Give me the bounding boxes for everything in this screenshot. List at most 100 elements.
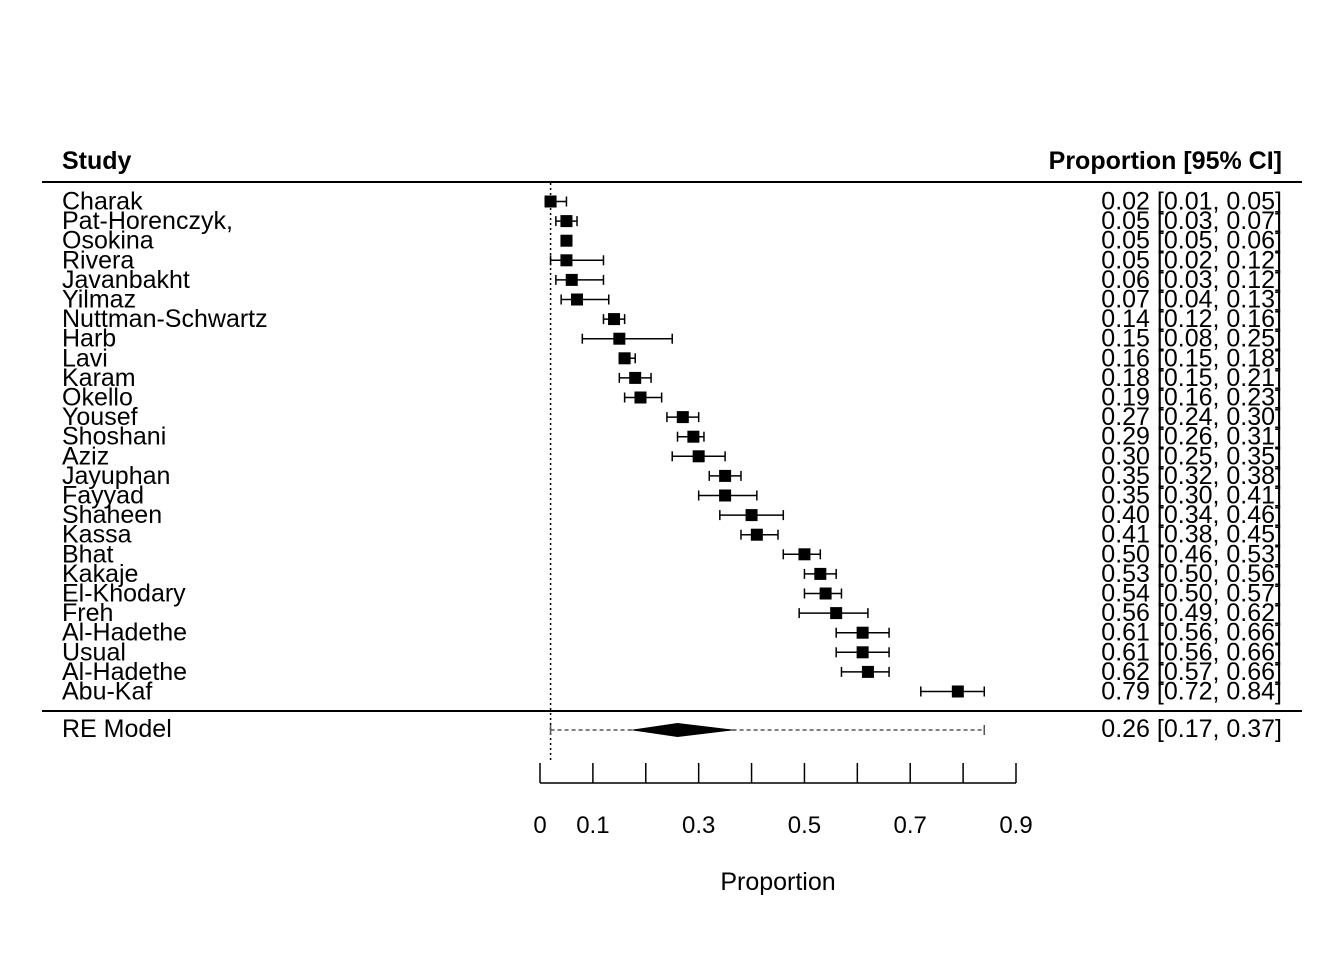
study-estimate-label: 0.16 [0.15, 0.18] xyxy=(1101,344,1282,372)
study-estimate-label: 0.05 [0.02, 0.12] xyxy=(1101,246,1282,274)
study-name: Fayyad xyxy=(62,482,144,510)
study-estimate-label: 0.30 [0.25, 0.35] xyxy=(1101,442,1282,470)
point-estimate-square xyxy=(692,450,705,463)
study-name: Yilmaz xyxy=(62,286,136,314)
study-estimate-label: 0.79 [0.72, 0.84] xyxy=(1101,678,1282,706)
x-tick-label: 0.1 xyxy=(576,812,609,839)
study-estimate-label: 0.50 [0.46, 0.53] xyxy=(1101,540,1282,568)
study-estimate-label: 0.56 [0.49, 0.62] xyxy=(1101,599,1282,627)
point-estimate-square xyxy=(745,509,758,522)
study-row: Nuttman-Schwartz 0.14 [0.12, 0.16] xyxy=(62,305,1282,333)
summary-name: RE Model xyxy=(62,715,172,743)
study-row: El-Khodary 0.54 [0.50, 0.57] xyxy=(62,580,1282,608)
study-row: Fayyad 0.35 [0.30, 0.41] xyxy=(62,482,1282,510)
study-name: Yousef xyxy=(62,403,138,431)
study-estimate-label: 0.53 [0.50, 0.56] xyxy=(1101,560,1282,588)
study-estimate-label: 0.15 [0.08, 0.25] xyxy=(1101,325,1282,353)
study-name: Okello xyxy=(62,384,133,412)
study-row: Abu-Kaf 0.79 [0.72, 0.84] xyxy=(62,678,1282,706)
x-tick-label: 0 xyxy=(533,812,546,839)
study-row: Harb 0.15 [0.08, 0.25] xyxy=(62,325,1282,353)
study-rows: Charak 0.02 [0.01, 0.05] Pat-Horenczyk, 0.0… xyxy=(62,188,1282,706)
study-row: Lavi 0.16 [0.15, 0.18] xyxy=(62,344,1282,372)
x-tick-label: 0.3 xyxy=(682,812,715,839)
summary-row: RE Model 0.26 [0.17, 0.37] xyxy=(62,715,1282,743)
study-estimate-label: 0.07 [0.04, 0.13] xyxy=(1101,286,1282,314)
point-estimate-square xyxy=(856,626,869,639)
point-estimate-square xyxy=(687,430,700,443)
study-name: Lavi xyxy=(62,344,108,372)
study-row: Freh 0.56 [0.49, 0.62] xyxy=(62,599,1282,627)
study-column-header: Study xyxy=(62,147,132,175)
study-row: Aziz 0.30 [0.25, 0.35] xyxy=(62,442,1282,470)
study-estimate-label: 0.40 [0.34, 0.46] xyxy=(1101,501,1282,529)
study-name: Rivera xyxy=(62,246,134,274)
study-row: Shaheen 0.40 [0.34, 0.46] xyxy=(62,501,1282,529)
point-estimate-square xyxy=(856,646,869,659)
study-name: Karam xyxy=(62,364,136,392)
study-name: Al-Hadethe xyxy=(62,658,187,686)
study-estimate-label: 0.27 [0.24, 0.30] xyxy=(1101,403,1282,431)
study-name: Abu-Kaf xyxy=(62,678,152,706)
summary-estimate-label: 0.26 [0.17, 0.37] xyxy=(1101,715,1282,743)
point-estimate-square xyxy=(798,548,811,561)
study-row: Jayuphan 0.35 [0.32, 0.38] xyxy=(62,462,1282,490)
point-estimate-square xyxy=(560,234,573,247)
study-name: Charak xyxy=(62,188,143,216)
point-estimate-square xyxy=(634,391,647,404)
point-estimate-square xyxy=(571,293,584,306)
study-row: Okello 0.19 [0.16, 0.23] xyxy=(62,384,1282,412)
study-name: El-Khodary xyxy=(62,580,186,608)
point-estimate-square xyxy=(830,607,843,620)
study-name: Shoshani xyxy=(62,423,166,451)
study-estimate-label: 0.41 [0.38, 0.45] xyxy=(1101,521,1282,549)
study-name: Freh xyxy=(62,599,113,627)
point-estimate-square xyxy=(565,273,578,286)
point-estimate-square xyxy=(819,587,832,600)
study-name: Al-Hadethe xyxy=(62,619,187,647)
study-estimate-label: 0.54 [0.50, 0.57] xyxy=(1101,580,1282,608)
study-estimate-label: 0.29 [0.26, 0.31] xyxy=(1101,423,1282,451)
point-estimate-square xyxy=(719,469,732,482)
point-estimate-square xyxy=(814,567,827,580)
point-estimate-square xyxy=(719,489,732,502)
study-name: Harb xyxy=(62,325,116,353)
study-name: Shaheen xyxy=(62,501,162,529)
study-name: Aziz xyxy=(62,442,109,470)
study-row: Shoshani 0.29 [0.26, 0.31] xyxy=(62,423,1282,451)
point-estimate-square xyxy=(608,313,621,326)
study-name: Kassa xyxy=(62,521,132,549)
study-row: Al-Hadethe 0.61 [0.56, 0.66] xyxy=(62,619,1282,647)
study-name: Javanbakht xyxy=(62,266,190,294)
point-estimate-square xyxy=(560,215,573,228)
study-estimate-label: 0.19 [0.16, 0.23] xyxy=(1101,384,1282,412)
point-estimate-square xyxy=(750,528,763,541)
study-name: Jayuphan xyxy=(62,462,170,490)
point-estimate-square xyxy=(861,665,874,678)
estimate-column-header: Proportion [95% CI] xyxy=(1049,147,1282,175)
x-tick-label: 0.7 xyxy=(894,812,927,839)
point-estimate-square xyxy=(618,352,631,365)
x-axis-title: Proportion xyxy=(720,868,835,896)
x-axis: 0 0.1 0.3 0.5 0.7 0.9 xyxy=(533,763,1033,839)
study-estimate-label: 0.18 [0.15, 0.21] xyxy=(1101,364,1282,392)
study-estimate-label: 0.62 [0.57, 0.66] xyxy=(1101,658,1282,686)
point-estimate-square xyxy=(676,411,689,424)
study-name: Pat-Horenczyk, xyxy=(62,207,233,235)
point-estimate-square xyxy=(544,195,557,208)
study-row: Bhat 0.50 [0.46, 0.53] xyxy=(62,540,1282,568)
study-row: Karam 0.18 [0.15, 0.21] xyxy=(62,364,1282,392)
study-name: Bhat xyxy=(62,540,113,568)
study-row: Charak 0.02 [0.01, 0.05] xyxy=(62,188,1282,216)
study-name: Osokina xyxy=(62,227,154,255)
point-estimate-square xyxy=(951,685,964,698)
study-estimate-label: 0.35 [0.32, 0.38] xyxy=(1101,462,1282,490)
study-name: Usual xyxy=(62,638,126,666)
study-row: Osokina 0.05 [0.05, 0.06] xyxy=(62,227,1282,255)
study-estimate-label: 0.05 [0.05, 0.06] xyxy=(1101,227,1282,255)
point-estimate-square xyxy=(629,371,642,384)
study-row: Rivera 0.05 [0.02, 0.12] xyxy=(62,246,1282,274)
study-row: Kassa 0.41 [0.38, 0.45] xyxy=(62,521,1282,549)
study-row: Pat-Horenczyk, 0.05 [0.03, 0.07] xyxy=(62,207,1282,235)
x-tick-label: 0.5 xyxy=(788,812,821,839)
